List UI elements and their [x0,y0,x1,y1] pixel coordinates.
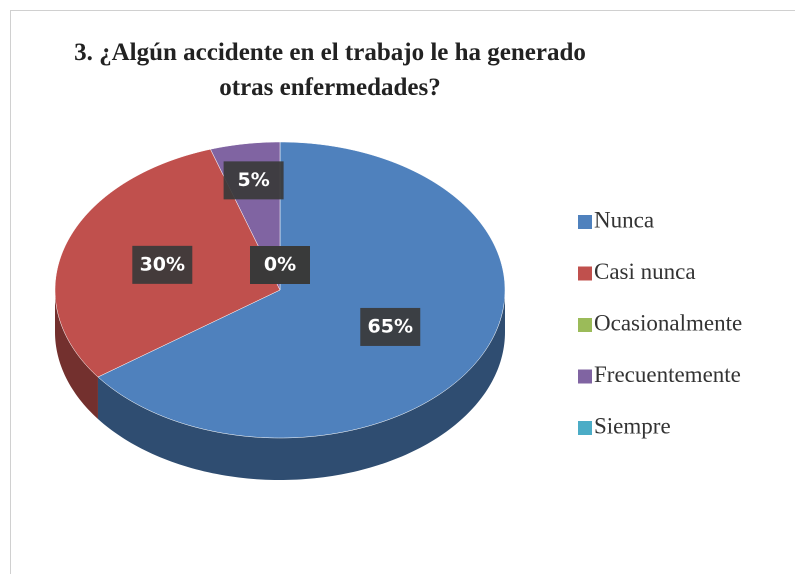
legend-label: Frecuentemente [594,362,741,387]
data-label-box [223,161,284,200]
legend-swatch [578,421,592,435]
data-label-box [360,307,421,346]
legend-label: Casi nunca [594,259,696,284]
legend-label: Siempre [594,413,671,438]
pie-side [97,290,505,480]
pie-slice [97,141,506,439]
data-label: 30% [140,253,185,275]
legend-swatch [578,318,592,332]
legend-label: Nunca [594,207,654,232]
data-label: 65% [368,315,413,337]
data-label: 0% [264,254,296,276]
legend-label: Ocasionalmente [594,310,742,335]
legend-swatch [578,215,592,229]
data-label-box [132,245,193,284]
chart-title: 3. ¿Algún accidente en el trabajo le ha … [74,39,586,101]
data-label: 5% [237,169,269,191]
legend-swatch [578,369,592,384]
pie-side [55,290,98,419]
data-label-box [250,246,310,284]
legend-swatch [578,266,592,281]
